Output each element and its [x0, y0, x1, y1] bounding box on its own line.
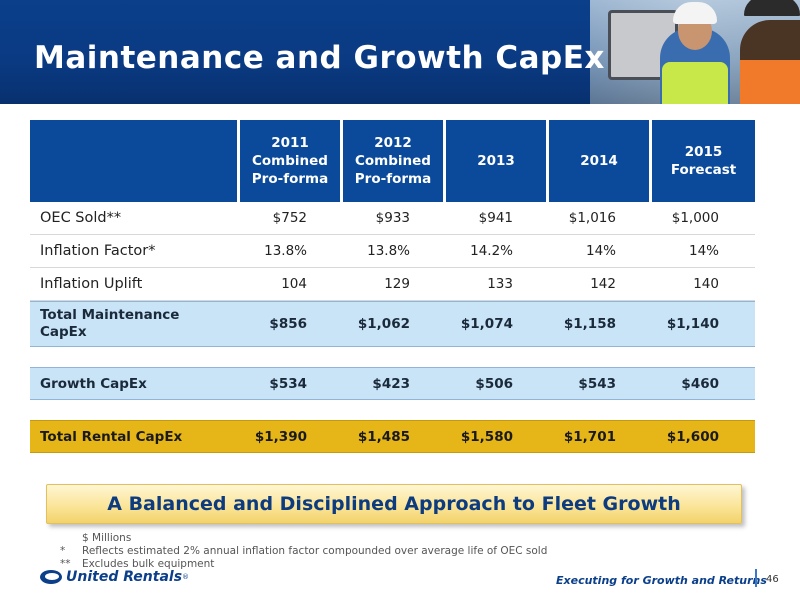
table-row-inflation-factor: Inflation Factor* 13.8% 13.8% 14.2% 14% … — [30, 235, 755, 268]
cell-value: $1,140 — [652, 301, 755, 347]
cell-value: 13.8% — [343, 235, 446, 268]
page-number: 46 — [766, 574, 779, 585]
footnotes: $ Millions * Reflects estimated 2% annual… — [60, 532, 547, 571]
table-row-inflation-uplift: Inflation Uplift 104 129 133 142 140 — [30, 268, 755, 301]
row-label: Inflation Factor* — [30, 235, 240, 268]
cell-value: $933 — [343, 202, 446, 235]
cell-value: 142 — [549, 268, 652, 301]
table-spacer — [30, 347, 755, 367]
cell-value: $1,158 — [549, 301, 652, 347]
cell-value: $534 — [240, 367, 343, 400]
footer-divider — [755, 569, 757, 587]
cell-value: $460 — [652, 367, 755, 400]
logo-swoosh-icon — [40, 570, 62, 584]
cell-value: $1,485 — [343, 420, 446, 453]
cell-value: $1,000 — [652, 202, 755, 235]
cell-value: $941 — [446, 202, 549, 235]
cell-value: $752 — [240, 202, 343, 235]
row-label: Total Maintenance CapEx — [30, 301, 240, 347]
cell-value: $1,580 — [446, 420, 549, 453]
united-rentals-logo: United Rentals ® — [40, 569, 189, 585]
row-label: Inflation Uplift — [30, 268, 240, 301]
capex-table: 2011 Combined Pro-forma 2012 Combined Pro-fo… — [30, 120, 755, 453]
table-row-oec-sold: OEC Sold** $752 $933 $941 $1,016 $1,000 — [30, 202, 755, 235]
cell-value: $1,062 — [343, 301, 446, 347]
footnote-oec: ** Excludes bulk equipment — [60, 558, 215, 570]
row-label: OEC Sold** — [30, 202, 240, 235]
row-label: Growth CapEx — [30, 367, 240, 400]
key-message-callout: A Balanced and Disciplined Approach to F… — [46, 484, 742, 524]
slide-title: Maintenance and Growth CapEx — [34, 40, 605, 76]
table-row-total-rental-capex: Total Rental CapEx $1,390 $1,485 $1,580 … — [30, 420, 755, 453]
footer-tagline: Executing for Growth and Returns — [556, 574, 767, 587]
column-header-2014: 2014 — [549, 120, 652, 202]
cell-value: $506 — [446, 367, 549, 400]
construction-workers-photo — [590, 0, 800, 104]
cell-value: 129 — [343, 268, 446, 301]
cell-value: 14% — [549, 235, 652, 268]
table-row-growth-capex: Growth CapEx $534 $423 $506 $543 $460 — [30, 367, 755, 400]
cell-value: $543 — [549, 367, 652, 400]
cell-value: 104 — [240, 268, 343, 301]
cell-value: $1,390 — [240, 420, 343, 453]
row-label: Total Rental CapEx — [30, 420, 240, 453]
table-header-row: 2011 Combined Pro-forma 2012 Combined Pro-fo… — [30, 120, 755, 202]
cell-value: 133 — [446, 268, 549, 301]
title-banner: Maintenance and Growth CapEx — [0, 0, 800, 104]
cell-value: $423 — [343, 367, 446, 400]
cell-value: $1,016 — [549, 202, 652, 235]
footnote-inflation: * Reflects estimated 2% annual inflation … — [60, 545, 548, 557]
cell-value: 14% — [652, 235, 755, 268]
header-blank-cell — [30, 120, 240, 202]
column-header-2011: 2011 Combined Pro-forma — [240, 120, 343, 202]
cell-value: $1,074 — [446, 301, 549, 347]
table-row-total-maintenance-capex: Total Maintenance CapEx $856 $1,062 $1,07… — [30, 301, 755, 347]
column-header-2013: 2013 — [446, 120, 549, 202]
column-header-2012: 2012 Combined Pro-forma — [343, 120, 446, 202]
cell-value: 140 — [652, 268, 755, 301]
cell-value: $856 — [240, 301, 343, 347]
cell-value: $1,600 — [652, 420, 755, 453]
column-header-2015: 2015 Forecast — [652, 120, 755, 202]
table-spacer — [30, 400, 755, 420]
cell-value: 13.8% — [240, 235, 343, 268]
units-note: $ Millions — [82, 532, 132, 544]
cell-value: 14.2% — [446, 235, 549, 268]
cell-value: $1,701 — [549, 420, 652, 453]
